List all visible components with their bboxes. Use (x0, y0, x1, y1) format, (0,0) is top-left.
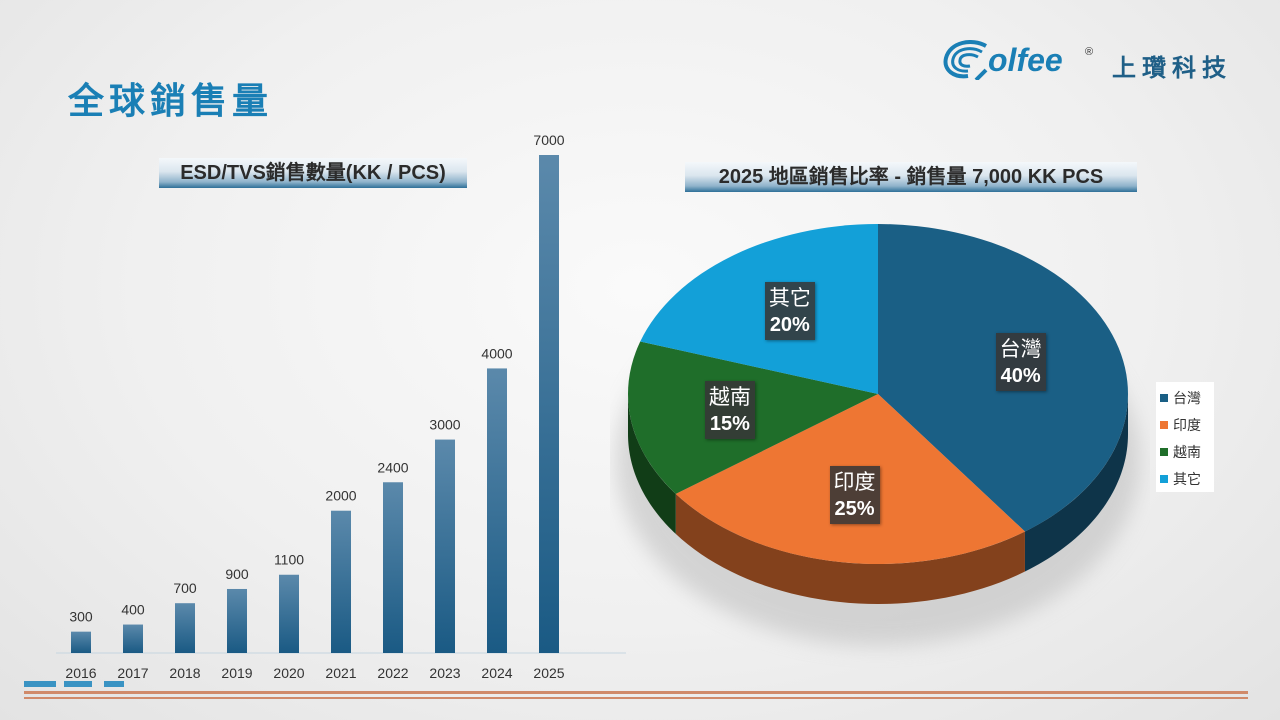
pie-side-印度 (675, 493, 1025, 604)
x-tick-label: 2016 (65, 665, 96, 681)
legend-swatch (1160, 421, 1168, 429)
footer-rule-bottom (24, 697, 1248, 699)
pie-chart-title: 2025 地區銷售比率 - 銷售量 7,000 KK PCS (685, 162, 1137, 192)
x-tick-label: 2022 (377, 665, 408, 681)
logo-word: olfee (988, 42, 1063, 78)
x-tick-label: 2025 (533, 665, 564, 681)
bar-2019 (227, 588, 247, 653)
bar-2022 (383, 482, 403, 653)
bar-value-label: 4000 (481, 345, 512, 361)
pie-label-name: 其它 (768, 286, 811, 311)
legend-swatch (1160, 394, 1168, 402)
pie-label-percent: 40% (1000, 365, 1041, 388)
bar-chart-title: ESD/TVS銷售數量(KK / PCS) (159, 158, 467, 188)
x-tick-label: 2023 (429, 665, 460, 681)
bar-value-label: 700 (173, 580, 197, 596)
pie-label-percent: 25% (834, 497, 875, 520)
bar-2023 (435, 439, 455, 653)
pie-label-name: 越南 (708, 384, 751, 409)
bar-2024 (487, 368, 507, 653)
x-tick-label: 2018 (169, 665, 200, 681)
pie-data-label-越南: 越南 15% (704, 380, 755, 439)
x-tick-label: 2017 (117, 665, 148, 681)
bar-value-label: 400 (121, 602, 145, 618)
bar-value-label: 7000 (533, 132, 564, 148)
bar-value-label: 2000 (325, 488, 356, 504)
legend-label: 越南 (1173, 445, 1201, 461)
legend-swatch (1160, 475, 1168, 483)
bar-2018 (175, 603, 195, 653)
bar-2025 (539, 155, 559, 653)
pie-chart (616, 224, 1140, 646)
pie-slice-其它 (640, 224, 878, 394)
legend-label: 台灣 (1173, 391, 1201, 407)
bar-2021 (331, 510, 351, 653)
pie-label-name: 台灣 (999, 337, 1042, 362)
bar-value-label: 2400 (377, 459, 408, 475)
legend-item-其它: 其它 (1160, 467, 1214, 494)
pie-label-name: 印度 (833, 469, 876, 494)
pie-data-label-台灣: 台灣 40% (995, 333, 1046, 392)
bar-value-label: 900 (225, 566, 249, 582)
pie-side-台灣 (1024, 394, 1128, 572)
bar-chart: 300 2016 400 2017 700 2018 900 2019 1100 2020 2000… (56, 132, 626, 681)
pie-label-percent: 15% (709, 412, 750, 435)
bar-value-label: 1100 (274, 552, 304, 568)
bar-value-label: 3000 (429, 417, 460, 433)
x-tick-label: 2019 (221, 665, 252, 681)
company-logo: olfee ® 上瓚科技 (942, 38, 1242, 88)
legend-label: 印度 (1173, 418, 1201, 434)
pie-side-越南 (628, 394, 676, 534)
page-title: 全球銷售量 (68, 80, 274, 122)
bar-2016 (71, 631, 91, 653)
pie-legend: 台灣 印度 越南 其它 (1156, 382, 1214, 492)
pie-label-percent: 20% (769, 314, 810, 337)
pie-data-label-其它: 其它 20% (764, 282, 815, 341)
legend-item-台灣: 台灣 (1160, 386, 1214, 413)
x-tick-label: 2020 (273, 665, 304, 681)
bar-2020 (279, 574, 299, 653)
pie-data-label-印度: 印度 25% (829, 465, 880, 524)
bar-2017 (123, 624, 143, 653)
logo-chinese-name: 上瓚科技 (1112, 53, 1232, 82)
x-tick-label: 2021 (325, 665, 356, 681)
logo-registered: ® (1085, 46, 1094, 58)
bar-value-label: 300 (69, 609, 93, 625)
legend-item-印度: 印度 (1160, 413, 1214, 440)
footer-accent-3 (104, 681, 124, 687)
footer-accent-1 (24, 681, 56, 687)
logo-swirl-icon (943, 40, 988, 80)
footer-accent-2 (64, 681, 92, 687)
legend-swatch (1160, 448, 1168, 456)
legend-item-越南: 越南 (1160, 440, 1214, 467)
x-tick-label: 2024 (481, 665, 512, 681)
footer-rule-top (24, 691, 1248, 694)
legend-label: 其它 (1173, 472, 1201, 488)
